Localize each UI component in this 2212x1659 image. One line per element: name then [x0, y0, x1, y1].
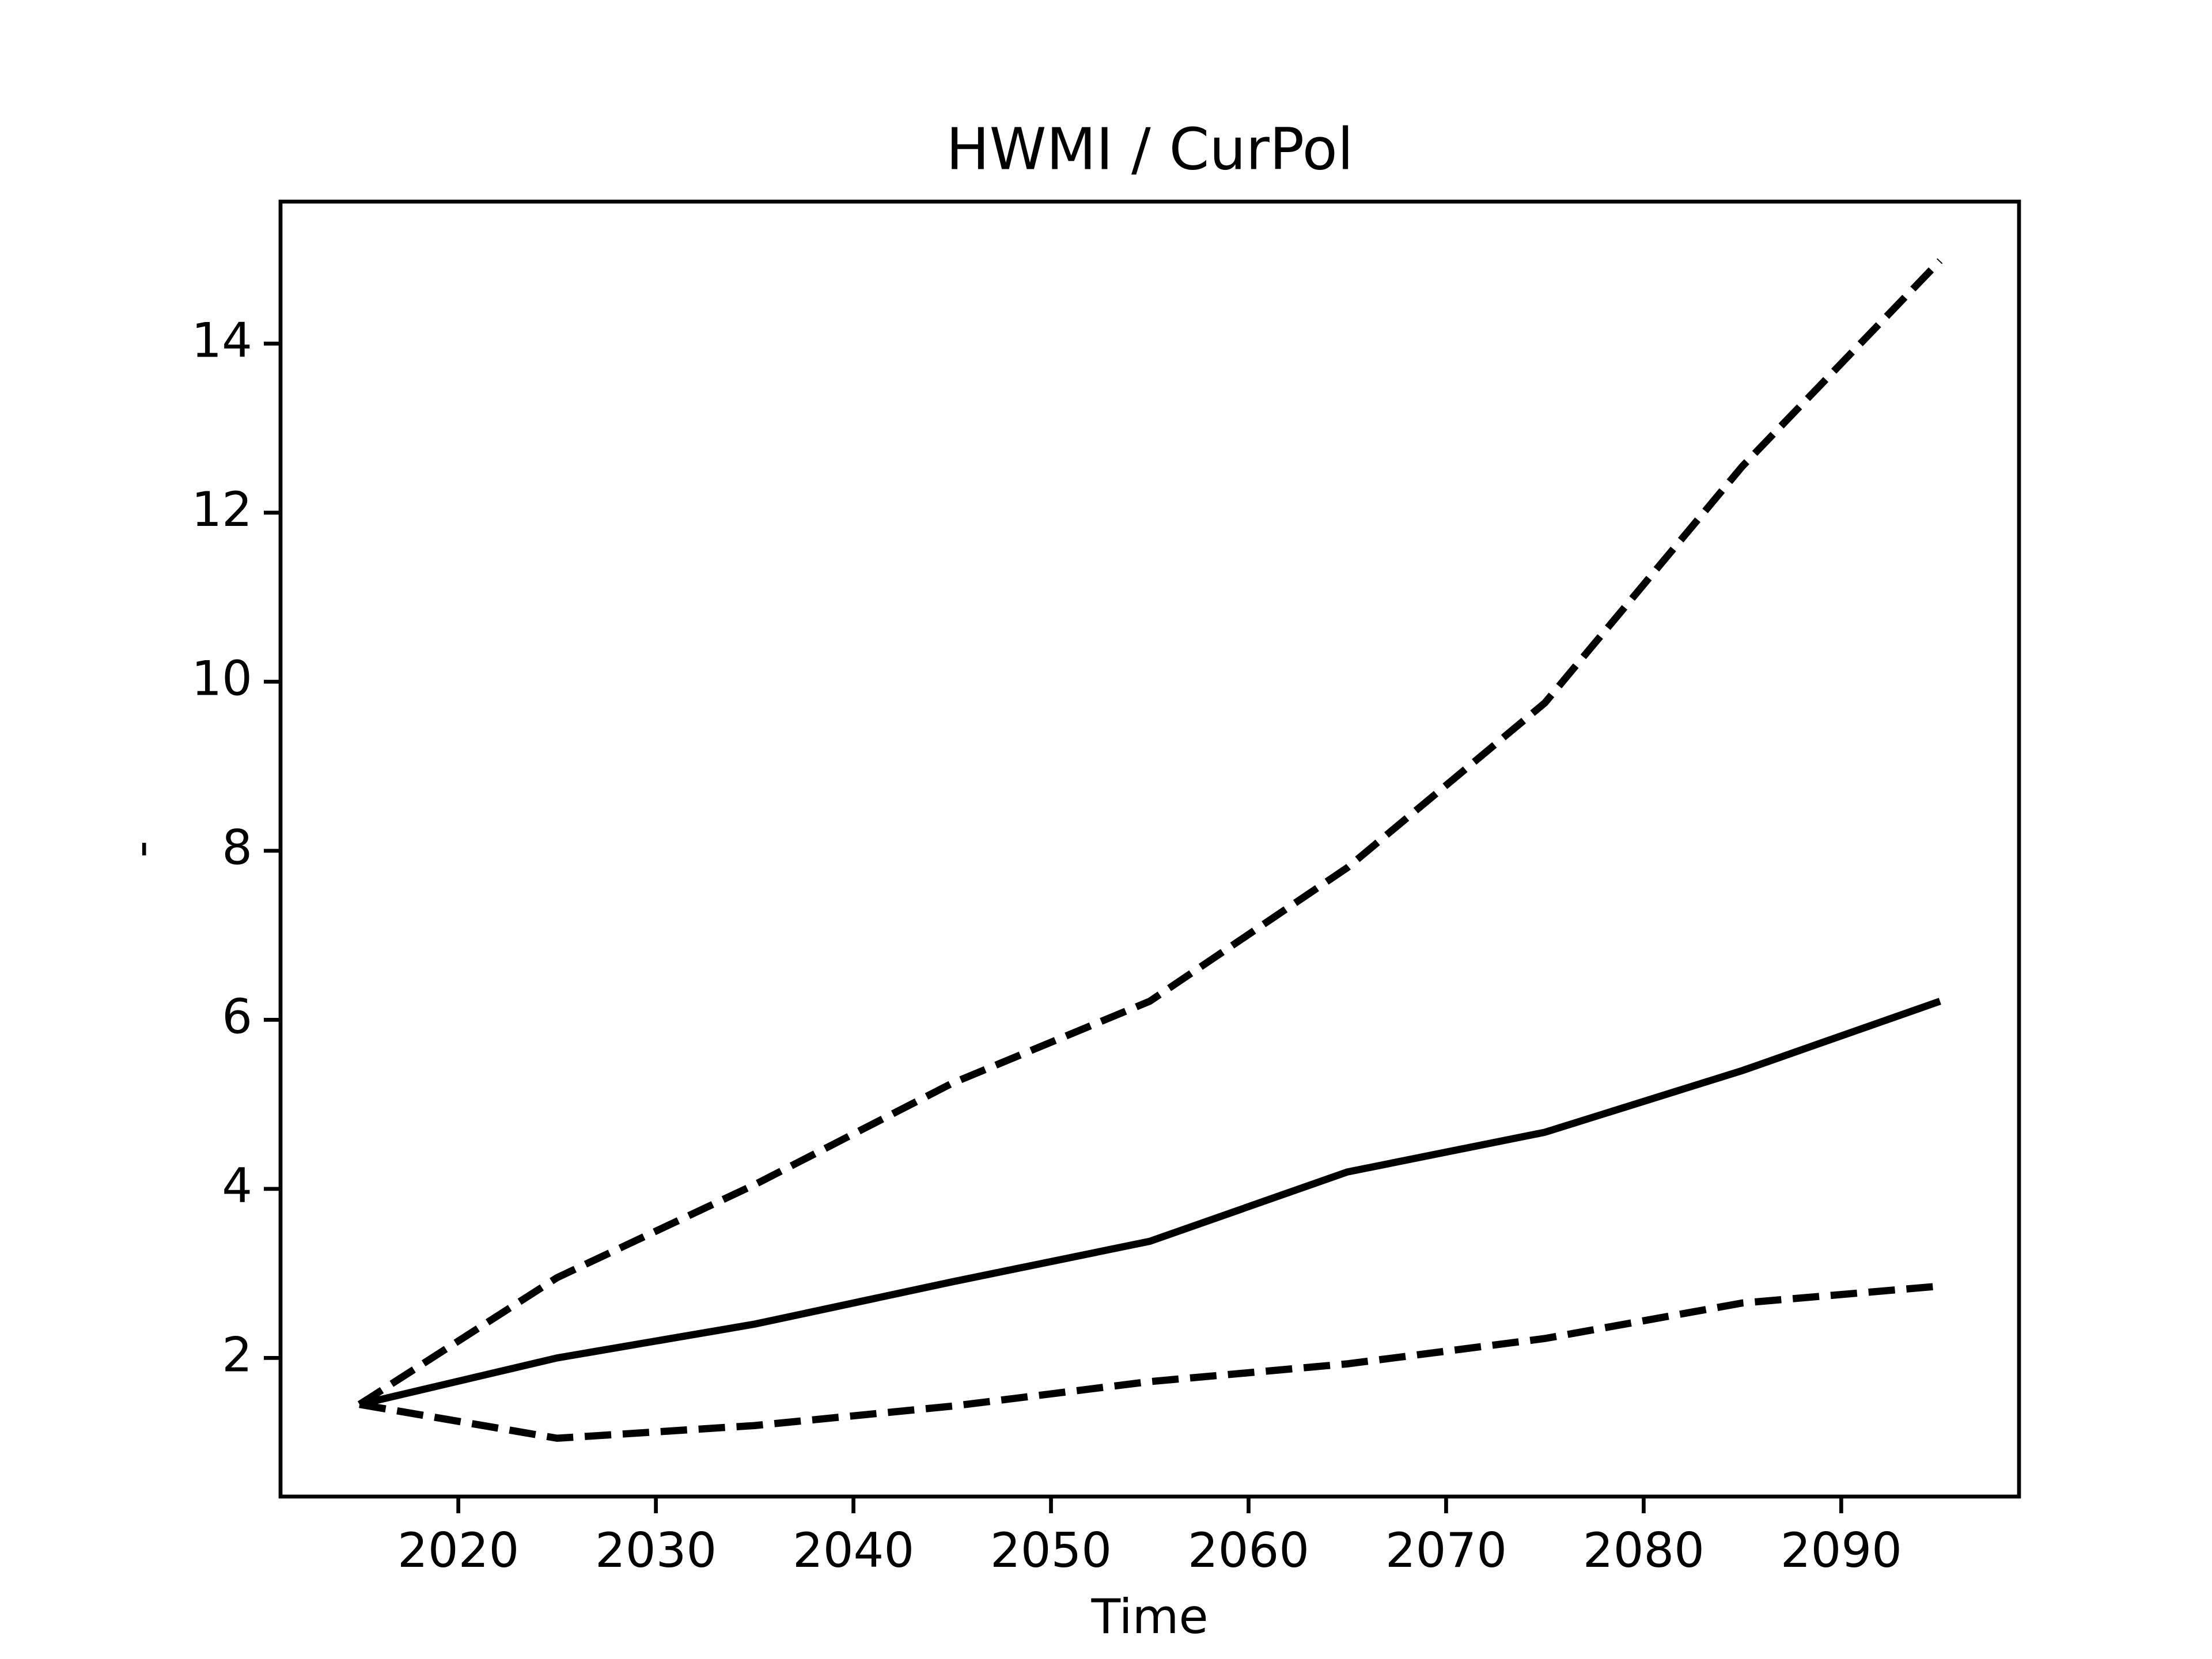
y-tick-label: 10 — [191, 650, 252, 706]
plot-frame — [278, 199, 2021, 1499]
y-tick-label: 4 — [222, 1158, 252, 1214]
x-tick-label: 2090 — [1781, 1522, 1902, 1578]
x-axis-label: Time — [1090, 1589, 1208, 1645]
x-tick-label: 2020 — [397, 1522, 519, 1578]
chart-title: HWMI / CurPol — [946, 115, 1353, 183]
x-tick-label: 2050 — [990, 1522, 1112, 1578]
y-tick-label: 12 — [191, 482, 252, 537]
x-tick-label: 2040 — [793, 1522, 914, 1578]
y-axis-label: - — [113, 840, 169, 858]
y-tick-label: 6 — [222, 988, 252, 1044]
series-line — [359, 1282, 1941, 1442]
series-line — [358, 998, 1941, 1408]
y-tick-label: 14 — [191, 312, 252, 368]
x-tick-label: 2080 — [1583, 1522, 1705, 1578]
x-tick-label: 2030 — [595, 1522, 717, 1578]
x-tick-label: 2070 — [1385, 1522, 1507, 1578]
x-tick-label: 2060 — [1188, 1522, 1309, 1578]
series-line — [357, 258, 1943, 1408]
y-tick-label: 8 — [222, 820, 252, 876]
y-tick-label: 2 — [222, 1327, 252, 1382]
